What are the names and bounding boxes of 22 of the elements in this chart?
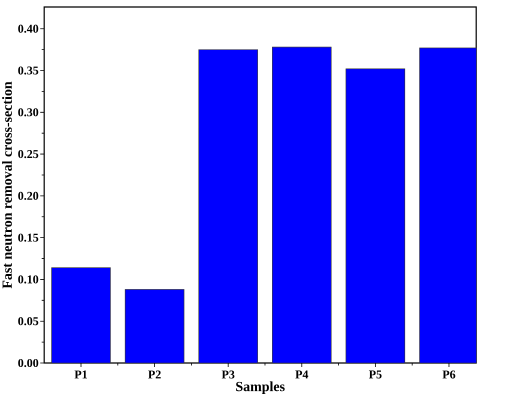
bar: [125, 289, 184, 363]
y-tick-label: 0.20: [18, 192, 38, 200]
x-tick-label: P2: [148, 370, 161, 378]
y-tick-label: 0.40: [18, 24, 38, 33]
x-axis-title: Samples: [236, 381, 285, 394]
bar: [52, 268, 110, 363]
y-tick-label: 0.30: [18, 108, 38, 116]
x-tick-label: P3: [222, 370, 234, 379]
bar: [198, 50, 258, 363]
x-tick-label: P6: [442, 370, 456, 379]
x-tick-label: P5: [368, 370, 382, 378]
bar: [272, 47, 332, 363]
x-tick-label: P1: [74, 370, 88, 378]
y-tick-label: 0.00: [18, 358, 38, 368]
y-axis-title: Fast neutron removal cross-section: [2, 82, 12, 288]
y-tick-label: 0.15: [18, 234, 38, 242]
y-tick-label: 0.35: [18, 66, 38, 75]
y-tick-label: 0.25: [18, 150, 38, 158]
y-tick-label: 0.10: [18, 275, 38, 284]
bar: [346, 68, 405, 363]
x-tick-label: P4: [295, 370, 308, 378]
y-tick-label: 0.05: [18, 317, 38, 326]
